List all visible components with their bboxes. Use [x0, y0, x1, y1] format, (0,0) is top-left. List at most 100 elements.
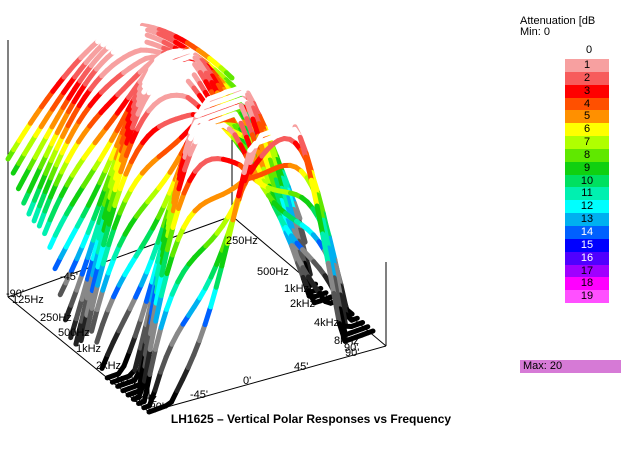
surface-segment: [130, 102, 141, 122]
surface-segment: [290, 216, 302, 244]
surface-segment: [213, 263, 225, 290]
angle-tick-label: -90': [146, 401, 164, 413]
legend-level-6: 6: [565, 123, 609, 137]
surface-segment: [152, 325, 164, 352]
surface-segment: [148, 300, 159, 337]
frequency-axis-ticks: 125Hz 250Hz 500Hz 1kHz 2kHz 4kHz 8kHz: [12, 294, 157, 405]
surface-segment: [326, 245, 337, 281]
surface-segment: [256, 113, 268, 135]
legend-max-label: Max:: [523, 360, 547, 372]
surface-segment: [96, 186, 108, 207]
surface-segment: [247, 143, 259, 165]
surface-segment: [143, 279, 155, 304]
surface-segment: [101, 221, 112, 248]
surface-segment: [84, 272, 96, 301]
chart-title: LH1625 – Vertical Polar Responses vs Fre…: [170, 412, 452, 426]
surface-segment: [90, 249, 101, 278]
surface-segment: [224, 217, 236, 246]
surface-segment: [113, 157, 124, 181]
surface-segment: [37, 189, 48, 209]
surface-segment: [78, 312, 90, 344]
surface-segment: [142, 347, 153, 384]
surface-segment: [101, 195, 113, 221]
surface-segment: [349, 315, 360, 323]
surface-segment: [295, 260, 306, 280]
surface-segment: [337, 306, 348, 338]
surface-segment: [112, 169, 124, 193]
color-scale-legend: Attenuation [dB Min: 0 0 1 2 3 4 5 6 7 8 9 10 11 12…: [520, 15, 622, 385]
frequency-tick-label: 500Hz: [58, 327, 90, 339]
surface-segment: [149, 239, 161, 261]
legend-level-8: 8: [565, 148, 609, 162]
surface-segment: [303, 154, 314, 183]
legend-max-value: 20: [549, 360, 563, 372]
surface-segment: [79, 295, 90, 324]
legend-title: Attenuation [dB: [520, 15, 596, 27]
surface-segment: [107, 187, 118, 212]
surface-segment: [100, 270, 111, 293]
surface-segment: [73, 318, 84, 347]
surface-segment: [100, 242, 112, 267]
legend-min-label: Min:: [520, 26, 541, 38]
legend-level-19: 19: [565, 290, 609, 304]
surface-segment: [273, 165, 285, 191]
surface-segment: [176, 167, 187, 192]
frequency-tick-label: 2kHz: [96, 360, 121, 372]
surface-segment: [106, 225, 117, 248]
surface-segment: [42, 194, 53, 214]
back-tick-label: 8kHz: [334, 335, 359, 347]
surface-segment: [320, 231, 331, 266]
angle-tick-label: 45': [294, 361, 308, 373]
frequency-tick-label: 4kHz: [114, 375, 139, 387]
surface-segment: [332, 262, 343, 298]
angle-tick-label: 0': [243, 375, 251, 387]
surface-segment: [236, 170, 247, 199]
legend-level-9: 9: [565, 161, 609, 175]
surface-segment: [158, 306, 170, 331]
surface-segment: [96, 215, 107, 241]
surface-segment: [182, 136, 193, 160]
surface-segment: [144, 255, 155, 275]
surface-segment: [85, 256, 96, 282]
surface-segment: [250, 116, 261, 139]
back-tick-label: 4kHz: [314, 317, 339, 329]
surface-segment: [364, 328, 376, 336]
surface-segment: [354, 320, 366, 327]
surface-segment: [176, 154, 188, 182]
surface-segment: [118, 140, 130, 163]
surface-segment: [153, 272, 165, 306]
surface-segment: [118, 153, 129, 175]
legend-level-11: 11: [565, 187, 609, 201]
surface-segment: [132, 345, 143, 373]
surface-segment: [95, 242, 106, 270]
surface-segment: [95, 261, 106, 288]
surface-segment: [121, 349, 133, 369]
frequency-tick-label: 250Hz: [40, 312, 72, 324]
surface-segment: [153, 293, 164, 324]
legend-level-0-label: 0: [585, 44, 593, 56]
legend-level-15: 15: [565, 238, 609, 252]
surface-segment: [331, 290, 342, 327]
surface-segment: [230, 193, 242, 223]
surface-segment: [79, 276, 90, 302]
frequency-tick-label: 1kHz: [76, 343, 101, 355]
legend-level-4: 4: [565, 97, 609, 111]
surface-segment: [164, 291, 175, 312]
surface-segment: [90, 235, 102, 262]
surface-segment: [89, 282, 100, 311]
surface-segment: [250, 105, 262, 127]
surface-segment: [182, 151, 193, 173]
legend-color-bar: 1 2 3 4 5 6 7 8 9 10 11 12 13 14 15 16 17 18 19: [565, 59, 609, 304]
surface-segment: [107, 166, 119, 189]
surface-segment: [208, 284, 219, 310]
surface-segment: [105, 255, 117, 276]
surface-segment: [323, 294, 334, 302]
back-tick-label: 90': [344, 342, 358, 354]
surface-segment: [141, 372, 153, 404]
surface-segment: [31, 203, 43, 224]
surface-segment: [336, 321, 348, 344]
back-tick-label: 500Hz: [257, 266, 289, 278]
surface-segment: [36, 208, 48, 229]
surface-segment: [191, 338, 202, 358]
surface-segment: [214, 247, 225, 267]
